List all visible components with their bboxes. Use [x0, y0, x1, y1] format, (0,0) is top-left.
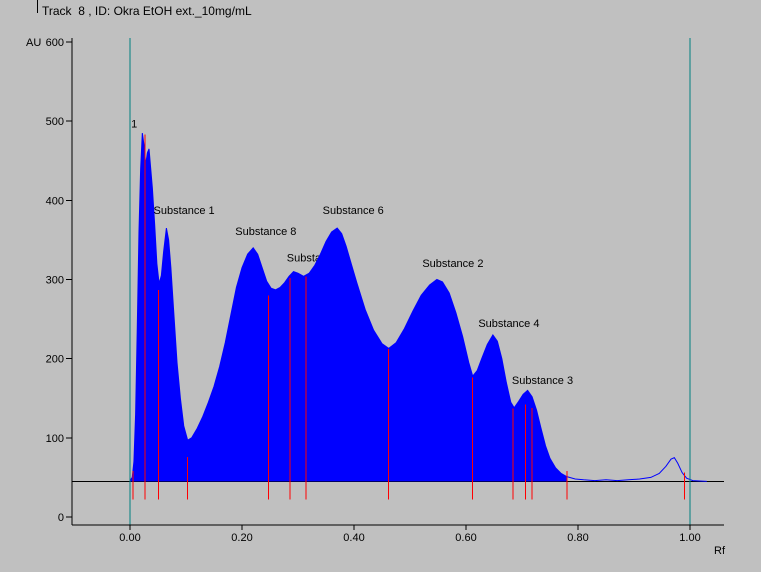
- y-axis-tick-label: 100: [46, 433, 64, 445]
- peak-label: Substance 1: [154, 205, 215, 217]
- y-axis-tick-label: 600: [46, 37, 64, 49]
- x-axis-tick-label: 0.60: [455, 532, 476, 544]
- x-axis-unit-label: Rf: [714, 545, 726, 557]
- track-title: Track 8 , ID: Okra EtOH ext._10mg/mL: [42, 4, 252, 18]
- peak-label: Substance 2: [422, 258, 483, 270]
- y-axis-tick-label: 300: [46, 275, 64, 287]
- peak-label: Substance 3: [512, 375, 573, 387]
- y-axis-tick-label: 200: [46, 354, 64, 366]
- y-axis-tick-label: 500: [46, 116, 64, 128]
- title-divider: [37, 0, 38, 13]
- x-axis-tick-label: 0.20: [231, 532, 252, 544]
- x-axis-tick-label: 1.00: [679, 532, 700, 544]
- chromatogram-area: [130, 133, 567, 482]
- y-axis-tick-label: 0: [58, 512, 64, 524]
- peak-label: Substance 4: [478, 318, 539, 330]
- y-axis-tick-label: 400: [46, 195, 64, 207]
- y-axis-unit-label: AU: [26, 37, 41, 49]
- peak-label: Substance 8: [235, 226, 296, 238]
- peak-label: Substance 6: [323, 205, 384, 217]
- x-axis-tick-label: 0.00: [119, 532, 140, 544]
- x-axis-tick-label: 0.80: [567, 532, 588, 544]
- x-axis-tick-label: 0.40: [343, 532, 364, 544]
- peak-label: 1: [131, 119, 137, 131]
- chromatogram-curve: [129, 132, 707, 482]
